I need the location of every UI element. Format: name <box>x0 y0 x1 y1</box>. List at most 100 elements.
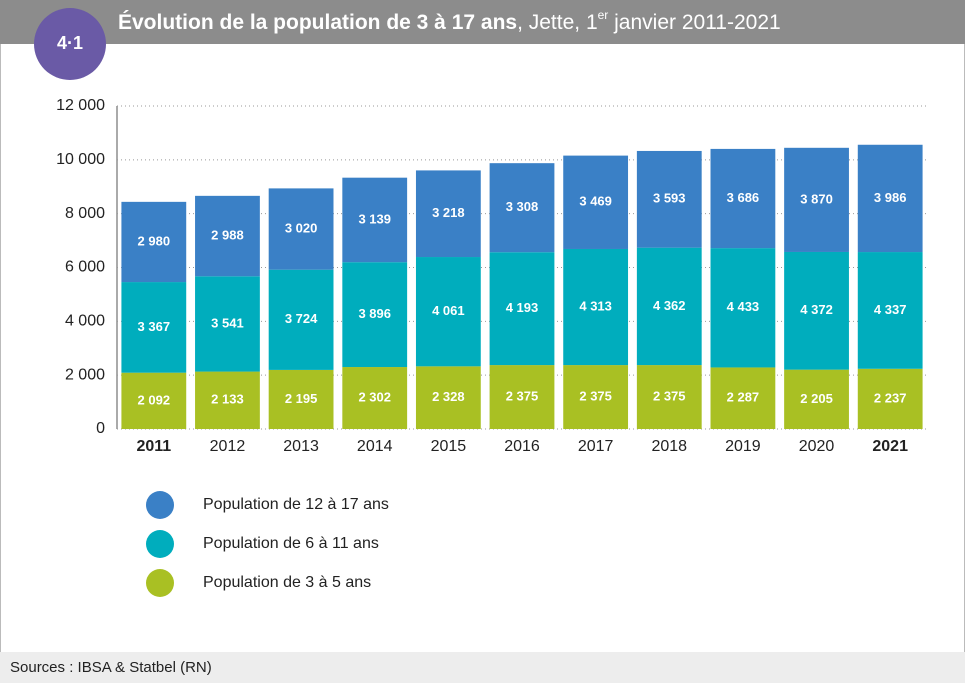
bar-segment <box>636 247 702 366</box>
value-label: 2 092 <box>138 392 171 407</box>
bar-segment <box>415 170 481 258</box>
bar-segment <box>710 248 776 368</box>
value-label: 3 724 <box>285 311 318 326</box>
x-tick-label: 2013 <box>283 438 319 455</box>
badge <box>34 8 106 80</box>
title-rest: , Jette, 1 <box>517 11 598 34</box>
bar-segment <box>121 372 187 429</box>
bar-segment <box>195 371 260 429</box>
x-tick-label: 2014 <box>357 438 393 455</box>
value-label: 2 237 <box>874 390 907 405</box>
y-tick-label: 2 000 <box>65 366 105 383</box>
bar-segment <box>636 150 702 248</box>
footer-band <box>0 652 965 683</box>
bar-segment <box>563 155 629 249</box>
x-tick-label: 2018 <box>651 438 687 455</box>
bar-segment <box>268 369 334 429</box>
x-tick-label: 2017 <box>578 438 614 455</box>
value-label: 4 337 <box>874 302 907 317</box>
bar-segment <box>784 369 849 429</box>
value-label: 4 433 <box>727 299 760 314</box>
value-label: 2 375 <box>653 388 686 403</box>
bar-segment <box>710 367 776 429</box>
value-label: 4 061 <box>432 303 465 318</box>
y-tick-label: 12 000 <box>56 97 105 114</box>
value-label: 2 375 <box>579 388 612 403</box>
value-label: 3 686 <box>727 190 760 205</box>
value-label: 2 195 <box>285 391 318 406</box>
value-label: 3 469 <box>579 194 612 209</box>
bar-segment <box>342 367 408 429</box>
value-label: 3 308 <box>506 199 539 214</box>
bar-segment <box>415 257 481 367</box>
bar-segment <box>195 195 260 277</box>
value-label: 2 133 <box>211 392 244 407</box>
title-end: janvier 2011-2021 <box>608 11 780 34</box>
bar-segment <box>195 276 260 372</box>
y-tick-label: 10 000 <box>56 151 105 168</box>
value-label: 3 367 <box>138 319 171 334</box>
y-tick-label: 4 000 <box>65 313 105 330</box>
value-label: 2 375 <box>506 388 539 403</box>
value-label: 2 328 <box>432 389 465 404</box>
title-sup: er <box>598 8 609 22</box>
legend-label: Population de 6 à 11 ans <box>203 535 379 552</box>
badge-label: 4·1 <box>57 33 83 53</box>
value-label: 3 986 <box>874 190 907 205</box>
x-tick-label: 2021 <box>872 438 908 455</box>
value-label: 4 372 <box>800 302 833 317</box>
value-label: 3 218 <box>432 205 465 220</box>
legend-label: Population de 3 à 5 ans <box>203 574 371 591</box>
value-label: 2 302 <box>358 389 391 404</box>
x-tick-label: 2016 <box>504 438 540 455</box>
bar-segment <box>415 366 481 429</box>
value-label: 4 362 <box>653 298 686 313</box>
chart-title: Évolution de la population de 3 à 17 ans… <box>118 8 781 33</box>
bar-segment <box>268 188 334 270</box>
source: Sources : IBSA & Statbel (RN) <box>10 659 212 676</box>
bar-segment <box>784 147 849 252</box>
value-label: 2 988 <box>211 227 244 242</box>
bar-segment <box>121 201 187 283</box>
bar-segment <box>857 368 923 429</box>
x-tick-label: 2019 <box>725 438 761 455</box>
y-tick-label: 0 <box>96 420 105 437</box>
bar-segment <box>268 269 334 370</box>
value-label: 2 287 <box>727 390 760 405</box>
value-label: 3 593 <box>653 191 686 206</box>
value-label: 3 139 <box>358 211 391 226</box>
value-label: 3 020 <box>285 220 318 235</box>
bar-segment <box>563 365 629 429</box>
x-tick-label: 2012 <box>210 438 246 455</box>
value-label: 3 896 <box>358 306 391 321</box>
bar-segment <box>489 365 555 429</box>
bar-segment <box>121 282 187 373</box>
bar-segment <box>342 262 408 368</box>
legend-swatch <box>146 491 174 519</box>
bar-segment <box>636 365 702 429</box>
y-tick-label: 6 000 <box>65 259 105 276</box>
legend-swatch <box>146 530 174 558</box>
bar-segment <box>857 252 923 369</box>
bar-segment <box>784 251 849 370</box>
legend-swatch <box>146 569 174 597</box>
value-label: 3 870 <box>800 191 833 206</box>
title-bold: Évolution de la population de 3 à 17 ans <box>118 11 517 34</box>
legend-label: Population de 12 à 17 ans <box>203 496 389 513</box>
bar-segment <box>489 163 555 253</box>
value-label: 2 205 <box>800 391 833 406</box>
header-band <box>0 0 965 44</box>
value-label: 3 541 <box>211 315 244 330</box>
bar-segment <box>489 252 555 366</box>
bar-segment <box>710 148 776 249</box>
x-tick-label: 2015 <box>431 438 467 455</box>
value-label: 4 193 <box>506 300 539 315</box>
x-tick-label: 2011 <box>136 438 171 455</box>
bar-segment <box>563 248 629 366</box>
bar-segment <box>342 177 408 263</box>
bar-segment <box>857 144 923 253</box>
value-label: 4 313 <box>579 298 612 313</box>
y-tick-label: 8 000 <box>65 205 105 222</box>
